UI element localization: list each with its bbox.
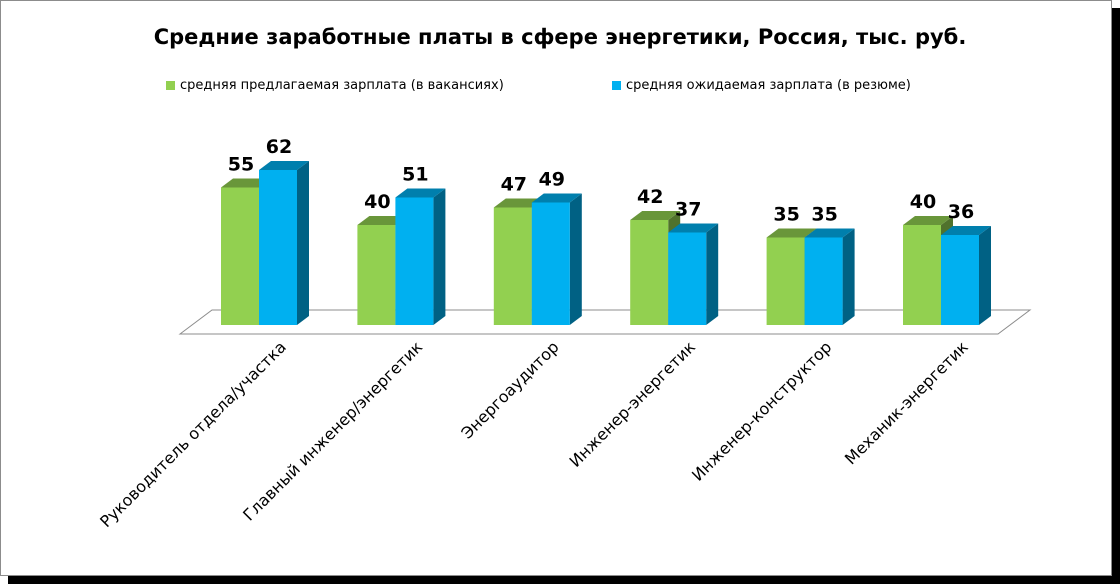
legend-label: средняя ожидаемая зарплата (в резюме): [626, 78, 911, 93]
bar-group: [221, 161, 991, 325]
bar-front: [766, 237, 805, 325]
bar-front: [630, 220, 669, 325]
category-label: Инженер-конструктор: [688, 337, 835, 484]
bar: [531, 193, 582, 325]
bar-front: [259, 170, 297, 325]
bar-side: [706, 223, 719, 325]
bar-top: [531, 193, 582, 203]
bar-chart: Средние заработные платы в сфере энергет…: [96, 25, 1032, 531]
bar-front: [221, 187, 259, 325]
bar-top: [357, 216, 408, 225]
frame-shadow: [8, 576, 1120, 584]
bar-top: [630, 211, 681, 220]
category-label: Инженер-энергетик: [566, 337, 700, 471]
data-label: 40: [910, 191, 936, 213]
data-label: 51: [402, 164, 428, 186]
category-label: Механик-энергетик: [841, 337, 972, 468]
bar-side: [979, 226, 991, 325]
data-label: 55: [228, 154, 254, 176]
bar-top: [766, 228, 817, 238]
legend-swatch: [612, 81, 621, 90]
bar-side: [297, 161, 309, 325]
bar-front: [357, 225, 396, 325]
data-label: 47: [501, 174, 527, 196]
data-label: 35: [773, 204, 799, 226]
bar-top: [804, 228, 855, 238]
data-label: 42: [637, 186, 663, 208]
bar-front: [493, 207, 532, 325]
legend-swatch: [166, 81, 175, 90]
bar-front: [668, 232, 707, 325]
chart-title: Средние заработные платы в сфере энергет…: [154, 25, 967, 49]
category-label: Энергоаудитор: [457, 337, 562, 442]
bar-front: [531, 202, 570, 325]
bar: [668, 223, 719, 325]
data-label: 40: [364, 191, 390, 213]
bar-front: [903, 225, 941, 325]
bar-side: [842, 228, 855, 325]
data-label: 37: [675, 199, 701, 221]
bar-top: [395, 188, 446, 198]
bar-front: [941, 235, 979, 325]
bar-front: [395, 197, 434, 325]
bar: [259, 161, 309, 325]
bar-side: [569, 193, 582, 325]
data-label: 35: [811, 204, 837, 226]
bar: [941, 226, 991, 325]
bar-top: [903, 216, 953, 225]
bar-front: [804, 237, 843, 325]
bar-top: [259, 161, 309, 170]
bar-top: [941, 226, 991, 235]
data-label: 36: [948, 201, 974, 223]
bar-side: [433, 188, 446, 325]
bar-top: [493, 198, 544, 208]
bar-top: [221, 178, 271, 188]
bar: [395, 188, 446, 325]
bar-top: [668, 223, 719, 233]
bar: [804, 228, 855, 325]
data-label: 49: [539, 169, 565, 191]
chart-legend: средняя предлагаемая зарплата (в ваканси…: [166, 78, 911, 93]
data-label: 62: [266, 136, 292, 158]
frame-shadow: [1112, 8, 1120, 584]
legend-label: средняя предлагаемая зарплата (в ваканси…: [180, 78, 504, 93]
data-labels: 55 62 40 51 47 49 42 37 35 35 40 36: [228, 136, 974, 226]
